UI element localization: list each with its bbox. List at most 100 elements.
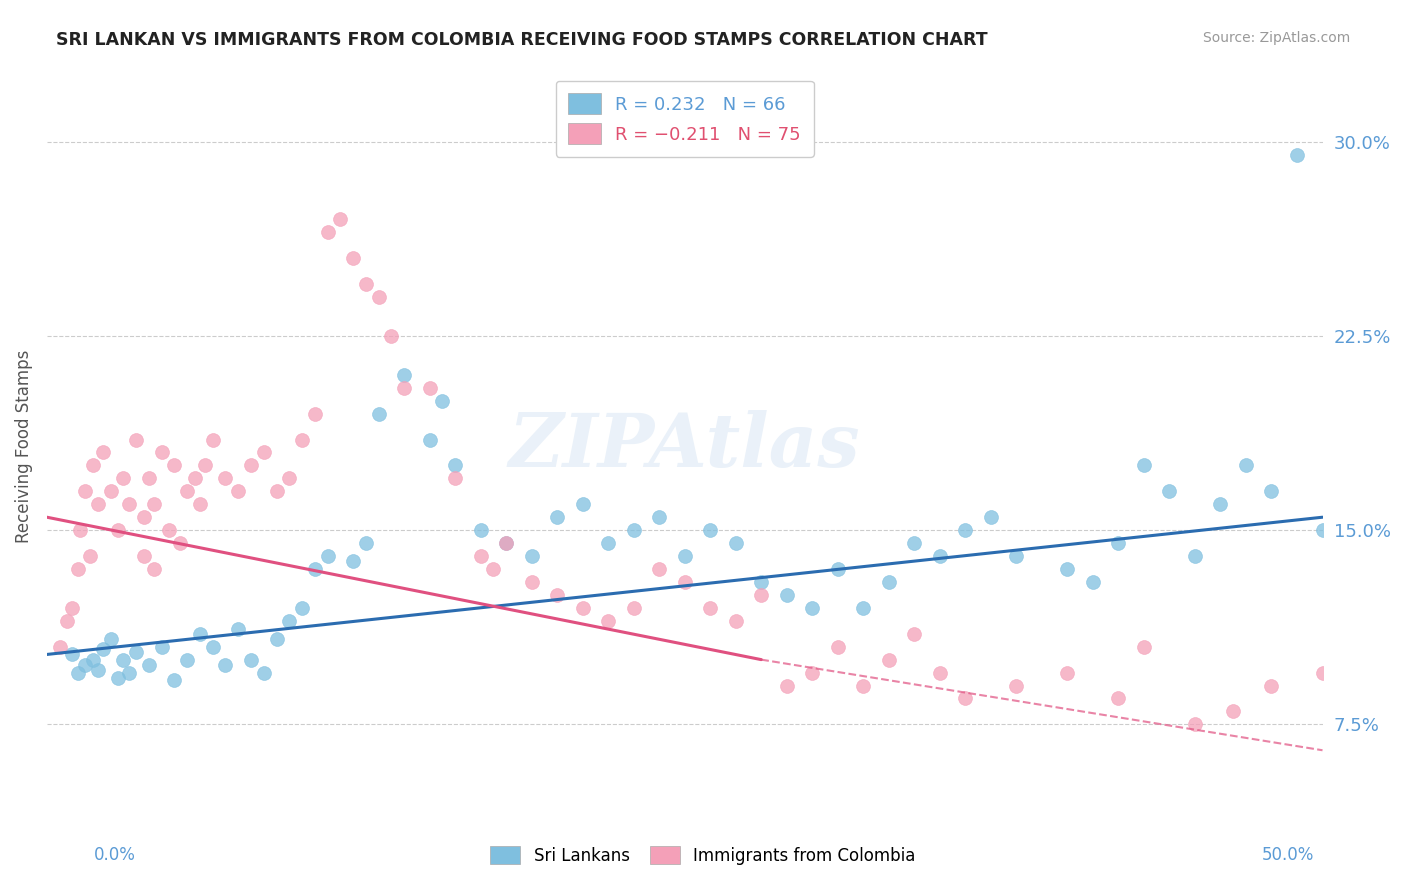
Point [226, 484, 249, 499]
Point [163, 458, 186, 473]
Point [367, 407, 389, 421]
Point [125, 645, 148, 659]
Point [112, 652, 135, 666]
Point [214, 657, 236, 672]
Point [776, 588, 799, 602]
Point [367, 290, 389, 304]
Point [801, 665, 824, 680]
Point [304, 407, 326, 421]
Point [1056, 562, 1078, 576]
Point [157, 523, 180, 537]
Point [176, 652, 198, 666]
Point [125, 433, 148, 447]
Text: 0.0%: 0.0% [94, 846, 136, 863]
Point [673, 574, 696, 589]
Point [316, 549, 339, 563]
Text: SRI LANKAN VS IMMIGRANTS FROM COLOMBIA RECEIVING FOOD STAMPS CORRELATION CHART: SRI LANKAN VS IMMIGRANTS FROM COLOMBIA R… [56, 31, 988, 49]
Point [546, 510, 568, 524]
Point [673, 549, 696, 563]
Point [87, 497, 110, 511]
Point [699, 523, 721, 537]
Point [226, 622, 249, 636]
Point [1234, 458, 1257, 473]
Point [316, 226, 339, 240]
Point [107, 523, 129, 537]
Point [163, 673, 186, 688]
Point [877, 574, 900, 589]
Point [648, 510, 671, 524]
Point [903, 626, 925, 640]
Point [380, 329, 402, 343]
Point [1081, 574, 1104, 589]
Point [201, 433, 224, 447]
Point [253, 445, 276, 459]
Point [82, 458, 104, 473]
Point [903, 536, 925, 550]
Point [749, 574, 772, 589]
Point [1184, 717, 1206, 731]
Point [432, 393, 454, 408]
Point [60, 600, 83, 615]
Text: ZIPAtlas: ZIPAtlas [509, 409, 860, 483]
Point [1260, 679, 1282, 693]
Point [143, 497, 166, 511]
Point [184, 471, 207, 485]
Point [240, 458, 263, 473]
Point [827, 562, 849, 576]
Point [444, 471, 467, 485]
Point [48, 640, 70, 654]
Point [877, 652, 900, 666]
Point [150, 445, 173, 459]
Point [79, 549, 101, 563]
Point [955, 691, 977, 706]
Point [278, 614, 301, 628]
Point [188, 626, 211, 640]
Point [520, 549, 543, 563]
Point [117, 665, 139, 680]
Point [342, 252, 364, 266]
Point [66, 562, 89, 576]
Point [201, 640, 224, 654]
Legend: R = 0.232   N = 66, R = −0.211   N = 75: R = 0.232 N = 66, R = −0.211 N = 75 [555, 81, 814, 157]
Point [623, 600, 645, 615]
Point [1133, 640, 1156, 654]
Point [1005, 679, 1028, 693]
Point [955, 523, 977, 537]
Point [470, 523, 492, 537]
Point [266, 632, 288, 646]
Point [749, 588, 772, 602]
Point [571, 600, 593, 615]
Text: 50.0%: 50.0% [1263, 846, 1315, 863]
Point [470, 549, 492, 563]
Point [980, 510, 1002, 524]
Point [91, 642, 114, 657]
Point [82, 652, 104, 666]
Point [117, 497, 139, 511]
Point [107, 671, 129, 685]
Point [132, 510, 155, 524]
Point [100, 484, 122, 499]
Point [87, 663, 110, 677]
Point [342, 554, 364, 568]
Point [776, 679, 799, 693]
Point [1260, 484, 1282, 499]
Point [724, 536, 747, 550]
Point [699, 600, 721, 615]
Point [132, 549, 155, 563]
Point [392, 368, 415, 382]
Point [69, 523, 91, 537]
Point [1285, 147, 1308, 161]
Point [1107, 536, 1129, 550]
Point [60, 648, 83, 662]
Point [482, 562, 505, 576]
Point [495, 536, 517, 550]
Point [419, 381, 441, 395]
Point [546, 588, 568, 602]
Point [354, 277, 377, 292]
Point [928, 549, 950, 563]
Point [75, 484, 97, 499]
Point [291, 600, 314, 615]
Point [354, 536, 377, 550]
Point [724, 614, 747, 628]
Point [1312, 665, 1334, 680]
